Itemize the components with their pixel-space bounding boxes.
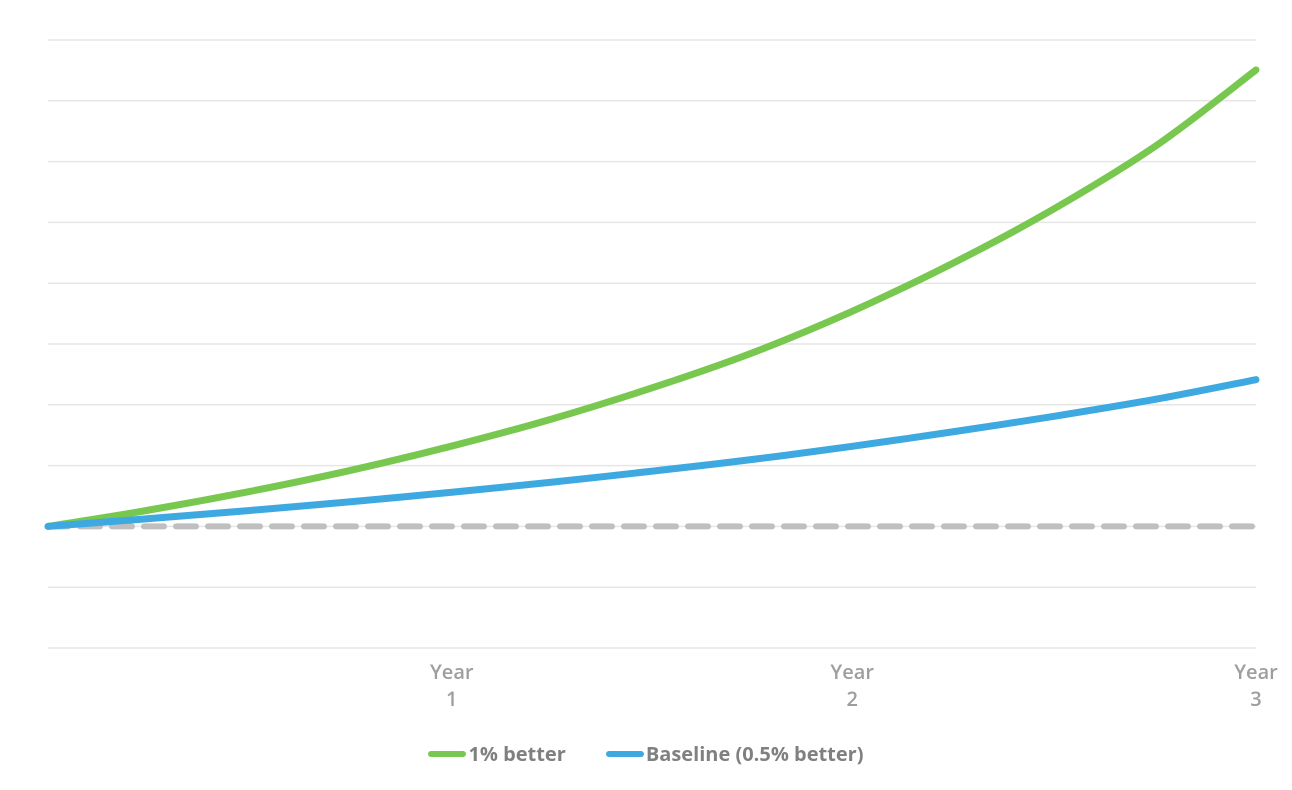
legend-label: Baseline (0.5% better) (646, 740, 864, 767)
x-tick-number: 1 (412, 685, 492, 712)
legend-swatch-icon (428, 751, 466, 757)
legend-swatch-icon (606, 751, 644, 757)
x-tick-word: Year (1216, 658, 1292, 685)
series-line-0 (48, 70, 1256, 526)
x-tick-label: Year1 (412, 658, 492, 712)
growth-chart: Year1Year2Year3 1% betterBaseline (0.5% … (0, 0, 1292, 790)
series-line-1 (48, 380, 1256, 527)
x-tick-label: Year3 (1216, 658, 1292, 712)
x-tick-number: 3 (1216, 685, 1292, 712)
chart-svg (0, 0, 1292, 790)
legend-label: 1% better (468, 740, 565, 767)
x-tick-word: Year (412, 658, 492, 685)
legend-item: Baseline (0.5% better) (606, 740, 864, 767)
legend-item: 1% better (428, 740, 565, 767)
x-tick-label: Year2 (812, 658, 892, 712)
x-tick-number: 2 (812, 685, 892, 712)
x-tick-word: Year (812, 658, 892, 685)
chart-legend: 1% better Baseline (0.5% better) (0, 740, 1292, 767)
